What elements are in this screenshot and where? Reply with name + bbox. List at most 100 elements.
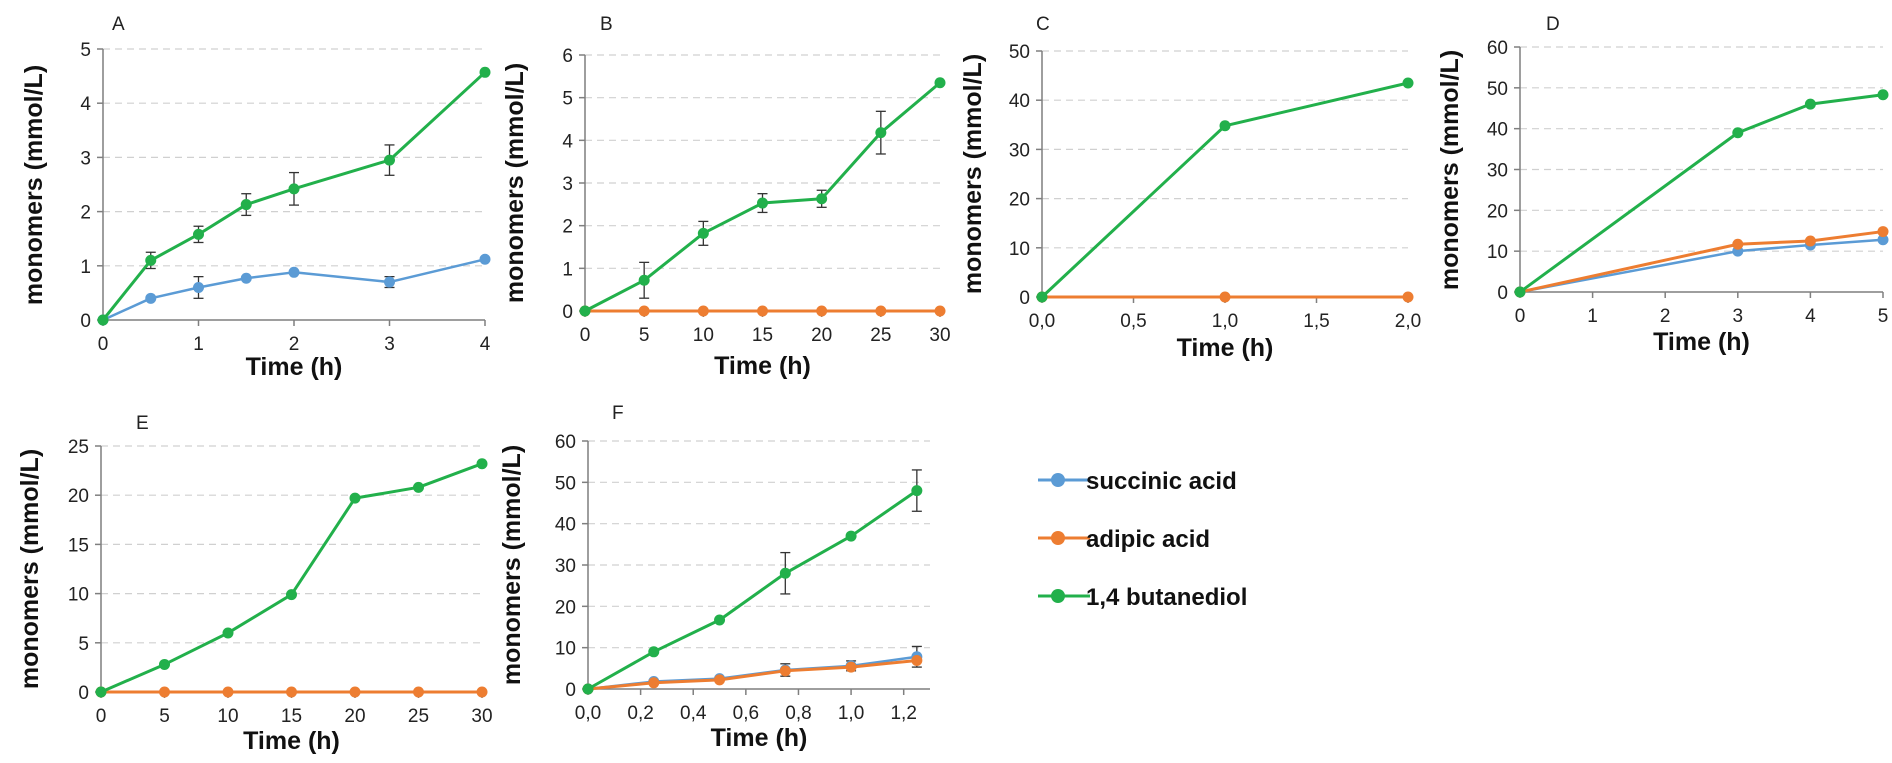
x-tick-label: 1 [1587,306,1598,327]
y-tick-label: 4 [80,94,91,115]
x-tick-label: 30 [471,706,492,727]
x-tick-label: 25 [408,706,429,727]
y-tick-label: 10 [1487,242,1508,263]
x-tick-label: 30 [929,325,950,346]
legend-marker [1051,531,1065,545]
series-line-butanediol [587,489,918,691]
y-tick-label: 6 [562,46,573,67]
y-tick-label: 10 [68,585,89,606]
data-point-adipic [476,686,488,698]
x-tick-label: 20 [344,706,365,727]
y-tick-label: 0 [565,680,576,701]
data-point-adipic [222,686,234,698]
y-tick-label: 40 [555,515,576,536]
y-tick-label: 15 [68,535,89,556]
x-tick-label: 2 [1660,306,1671,327]
data-point-butanediol [95,686,107,698]
y-tick-label: 0 [1019,288,1030,309]
y-axis-title: monomers (mmol/L) [16,449,44,689]
series-line-succinic [1519,238,1884,294]
y-tick-label: 40 [1009,91,1030,112]
data-point-butanediol [579,305,591,317]
y-tick-label: 2 [562,217,573,238]
y-axis-title: monomers (mmol/L) [1436,50,1464,290]
legend-label: adipic acid [1086,526,1210,553]
data-point-adipic [159,686,170,698]
data-point-butanediol [934,77,946,89]
panel-a: 0 1 2 3 4 5 0 1 2 3 4 A Time (h) monomers (mmol/L) [20,14,491,381]
data-point-butanediol [1732,127,1744,139]
data-point-butanediol [714,614,726,626]
data-point-butanediol [911,485,923,497]
x-axis-title: Time (h) [243,727,340,755]
data-point-butanediol [697,227,709,239]
x-tick-label: 1,5 [1303,311,1329,332]
panel-letter: F [612,403,624,424]
data-point-butanediol [1514,286,1526,298]
x-tick-label: 0,0 [575,703,601,724]
x-tick-label: 0,6 [733,703,759,724]
data-point-adipic [1732,238,1744,250]
data-point-adipic [911,654,923,666]
y-tick-label: 10 [555,639,576,660]
y-tick-label: 5 [78,634,89,655]
y-tick-label: 50 [555,473,576,494]
data-point-butanediol [349,492,361,504]
panel-letter: C [1036,14,1050,35]
data-point-butanediol [757,197,768,209]
panel-b: 0 1 2 3 4 5 6 0 5 10 15 20 25 30 B Time (h) monomers (mm… [501,14,951,380]
x-tick-label: 0,0 [1029,311,1055,332]
x-tick-label: 4 [1805,306,1816,327]
x-tick-label: 5 [159,706,170,727]
x-axis-title: Time (h) [1653,328,1750,356]
data-point-succinic [479,253,491,265]
y-tick-label: 30 [1487,161,1508,182]
x-tick-label: 10 [693,325,714,346]
y-tick-label: 60 [555,432,576,453]
data-point-butanediol [159,658,170,670]
x-tick-label: 10 [217,706,238,727]
x-tick-label: 1,0 [1212,311,1238,332]
data-point-butanediol [240,199,252,211]
panel-e: 0 5 10 15 20 25 0 5 10 15 20 25 30 E Time (h) monomers … [16,413,493,755]
data-point-butanediol [1804,98,1816,110]
x-tick-label: 0,4 [680,703,707,724]
y-tick-label: 0 [562,302,573,323]
y-tick-label: 3 [80,148,91,169]
y-tick-label: 1 [562,259,573,280]
data-point-butanediol [97,314,109,326]
y-tick-label: 25 [68,437,89,458]
x-tick-label: 2 [289,334,300,355]
y-tick-label: 10 [1009,239,1030,260]
y-tick-label: 20 [555,597,576,618]
series-line-butanediol [100,462,483,694]
data-point-butanediol [479,66,491,78]
data-point-butanediol [1036,291,1048,303]
y-axis-title: monomers (mmol/L) [501,63,529,303]
x-tick-label: 25 [870,325,891,346]
y-tick-label: 0 [78,683,89,704]
panel-letter: A [112,14,125,35]
data-point-butanediol [476,458,488,470]
panel-letter: B [600,14,613,35]
data-point-succinic [384,276,395,288]
data-point-butanediol [582,683,594,695]
data-point-adipic [648,677,660,689]
x-tick-label: 1,2 [890,703,916,724]
data-point-butanediol [1219,120,1231,132]
series-line-adipic [1519,230,1884,294]
data-point-butanediol [413,481,424,493]
y-axis-title: monomers (mmol/L) [498,445,526,685]
x-tick-label: 15 [281,706,302,727]
data-point-succinic [1877,234,1889,246]
series-line-adipic [587,658,917,691]
data-point-adipic [816,305,828,317]
data-point-adipic [757,305,768,317]
y-tick-label: 60 [1487,38,1508,59]
x-axis-title: Time (h) [246,353,343,381]
data-point-adipic [286,686,297,698]
series-line-butanediol [1519,93,1884,294]
y-tick-label: 0 [1497,283,1508,304]
x-tick-label: 0 [1515,306,1526,327]
data-point-butanediol [638,274,650,286]
